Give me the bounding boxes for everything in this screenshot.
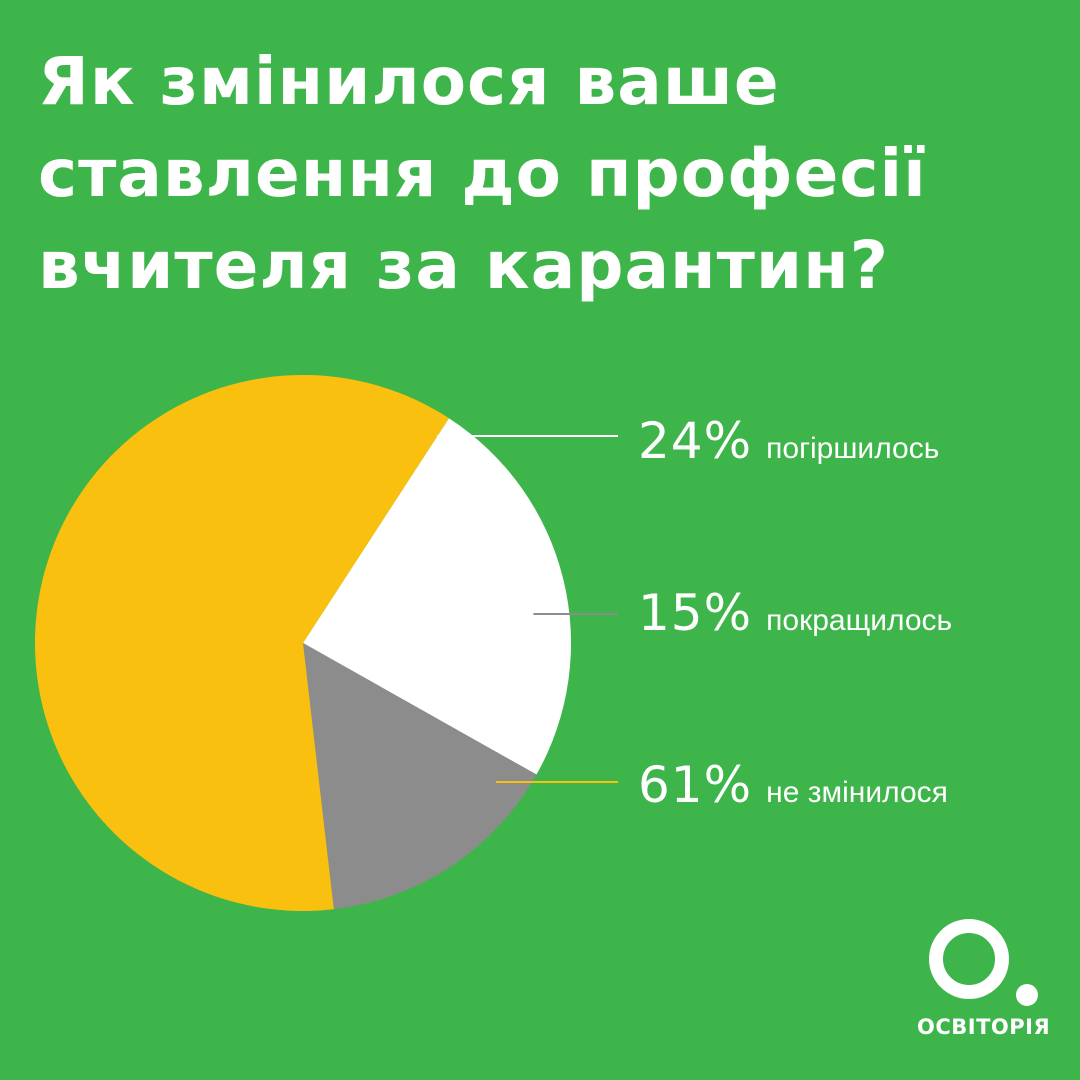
legend-item-unchanged: 61% не змінилося <box>638 756 948 814</box>
slice-category-label: покращилось <box>766 604 953 637</box>
title-line: ставлення до професії <box>38 135 927 212</box>
title-line: вчителя за карантин? <box>38 227 889 304</box>
pie-slice-improved <box>303 643 537 910</box>
osvitoria-logo: ОСВІТОРІЯ <box>915 915 1055 1045</box>
slice-value-label: 61% <box>638 756 753 814</box>
slice-category-label: не змінилося <box>766 776 948 809</box>
chart-title: Як змінилося ваше ставлення до професії … <box>38 36 1048 312</box>
slice-value-label: 24% <box>638 412 753 470</box>
slice-category-label: погіршилось <box>766 432 940 465</box>
pie-slice-worsened <box>303 418 572 775</box>
title-line: Як змінилося ваше <box>38 43 780 120</box>
logo-mark-icon <box>929 919 1038 1006</box>
slice-value-label: 15% <box>638 584 753 642</box>
legend-item-improved: 15% покращилось <box>638 584 952 642</box>
pie-slice-unchanged <box>34 374 449 911</box>
legend-item-worsened: 24% погіршилось <box>638 412 939 470</box>
logo-text: ОСВІТОРІЯ <box>917 1015 1051 1039</box>
